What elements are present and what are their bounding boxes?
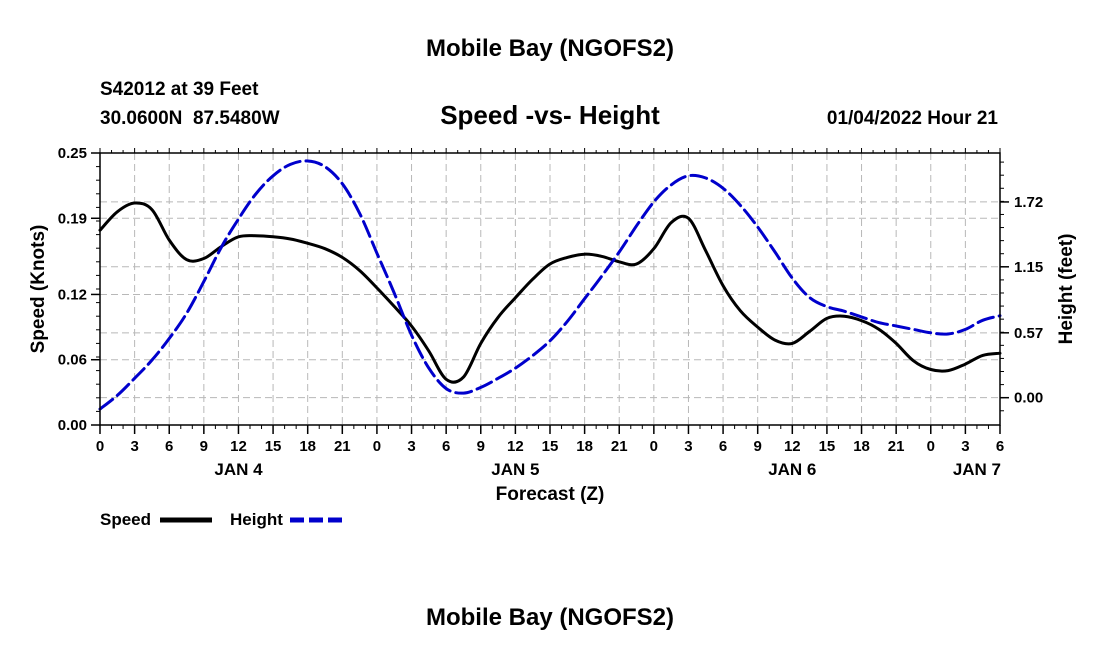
x-tick-label: 21 — [888, 438, 905, 455]
y-left-tick-label: 0.25 — [58, 145, 87, 162]
legend-label-height: Height — [230, 510, 283, 529]
x-tick-label: 6 — [442, 438, 450, 455]
station-label: S42012 at 39 Feet — [100, 79, 259, 100]
x-tick-label: 6 — [719, 438, 727, 455]
legend-label-speed: Speed — [100, 510, 151, 529]
x-tick-label: 18 — [853, 438, 870, 455]
x-date-label: JAN 4 — [214, 460, 263, 479]
x-date-label: JAN 5 — [491, 460, 539, 479]
y-left-tick-label: 0.19 — [58, 210, 87, 227]
y-right-tick-label: 0.57 — [1014, 325, 1043, 342]
axes: 0 3 6 9 12 15 18 21 0 3 6 9 12 15 18 21 0 3 6 9 12 15 18 21 0 3 6 J… — [58, 145, 1043, 479]
x-tick-label: 15 — [542, 438, 559, 455]
y-right-tick-label: 1.72 — [1014, 194, 1043, 211]
x-tick-label: 18 — [299, 438, 316, 455]
y-left-tick-label: 0.06 — [58, 352, 87, 369]
series-height-line — [98, 159, 1002, 411]
y-right-tick-label: 0.00 — [1014, 390, 1043, 407]
chart-title: Speed -vs- Height — [440, 100, 660, 130]
series-speed-line — [98, 201, 1002, 384]
station-coordinates: 30.0600N 87.5480W — [100, 108, 280, 129]
x-tick-label: 21 — [611, 438, 628, 455]
x-date-label: JAN 7 — [953, 460, 1001, 479]
footer-title: Mobile Bay (NGOFS2) — [426, 604, 674, 631]
x-tick-label: 21 — [334, 438, 351, 455]
x-tick-label: 18 — [576, 438, 593, 455]
x-tick-label: 3 — [407, 438, 415, 455]
y-axis-right-label: Height (feet) — [1056, 234, 1077, 345]
x-tick-label: 15 — [819, 438, 836, 455]
x-tick-label: 15 — [265, 438, 282, 455]
y-axis-left-label: Speed (Knots) — [28, 225, 49, 354]
x-tick-label: 9 — [200, 438, 208, 455]
x-tick-label: 0 — [96, 438, 104, 455]
x-tick-label: 3 — [684, 438, 692, 455]
y-left-tick-label: 0.12 — [58, 286, 87, 303]
page-title: Mobile Bay (NGOFS2) — [426, 35, 674, 62]
x-tick-label: 6 — [165, 438, 173, 455]
forecast-timestamp: 01/04/2022 Hour 21 — [827, 108, 999, 129]
x-tick-label: 12 — [230, 438, 247, 455]
x-tick-label: 3 — [130, 438, 138, 455]
x-tick-label: 6 — [996, 438, 1004, 455]
x-tick-label: 9 — [754, 438, 762, 455]
series-lines — [98, 159, 1002, 411]
x-axis-label: Forecast (Z) — [496, 484, 605, 505]
x-tick-label: 3 — [961, 438, 969, 455]
y-left-tick-label: 0.00 — [58, 417, 87, 434]
grid-lines — [100, 153, 1000, 425]
x-tick-label: 12 — [507, 438, 524, 455]
x-tick-label: 0 — [927, 438, 935, 455]
x-tick-label: 0 — [373, 438, 381, 455]
y-right-tick-label: 1.15 — [1014, 259, 1043, 276]
x-tick-label: 9 — [477, 438, 485, 455]
x-date-label: JAN 6 — [768, 460, 816, 479]
legend: Speed Height — [100, 510, 342, 529]
x-tick-label: 0 — [650, 438, 658, 455]
x-tick-label: 12 — [784, 438, 801, 455]
